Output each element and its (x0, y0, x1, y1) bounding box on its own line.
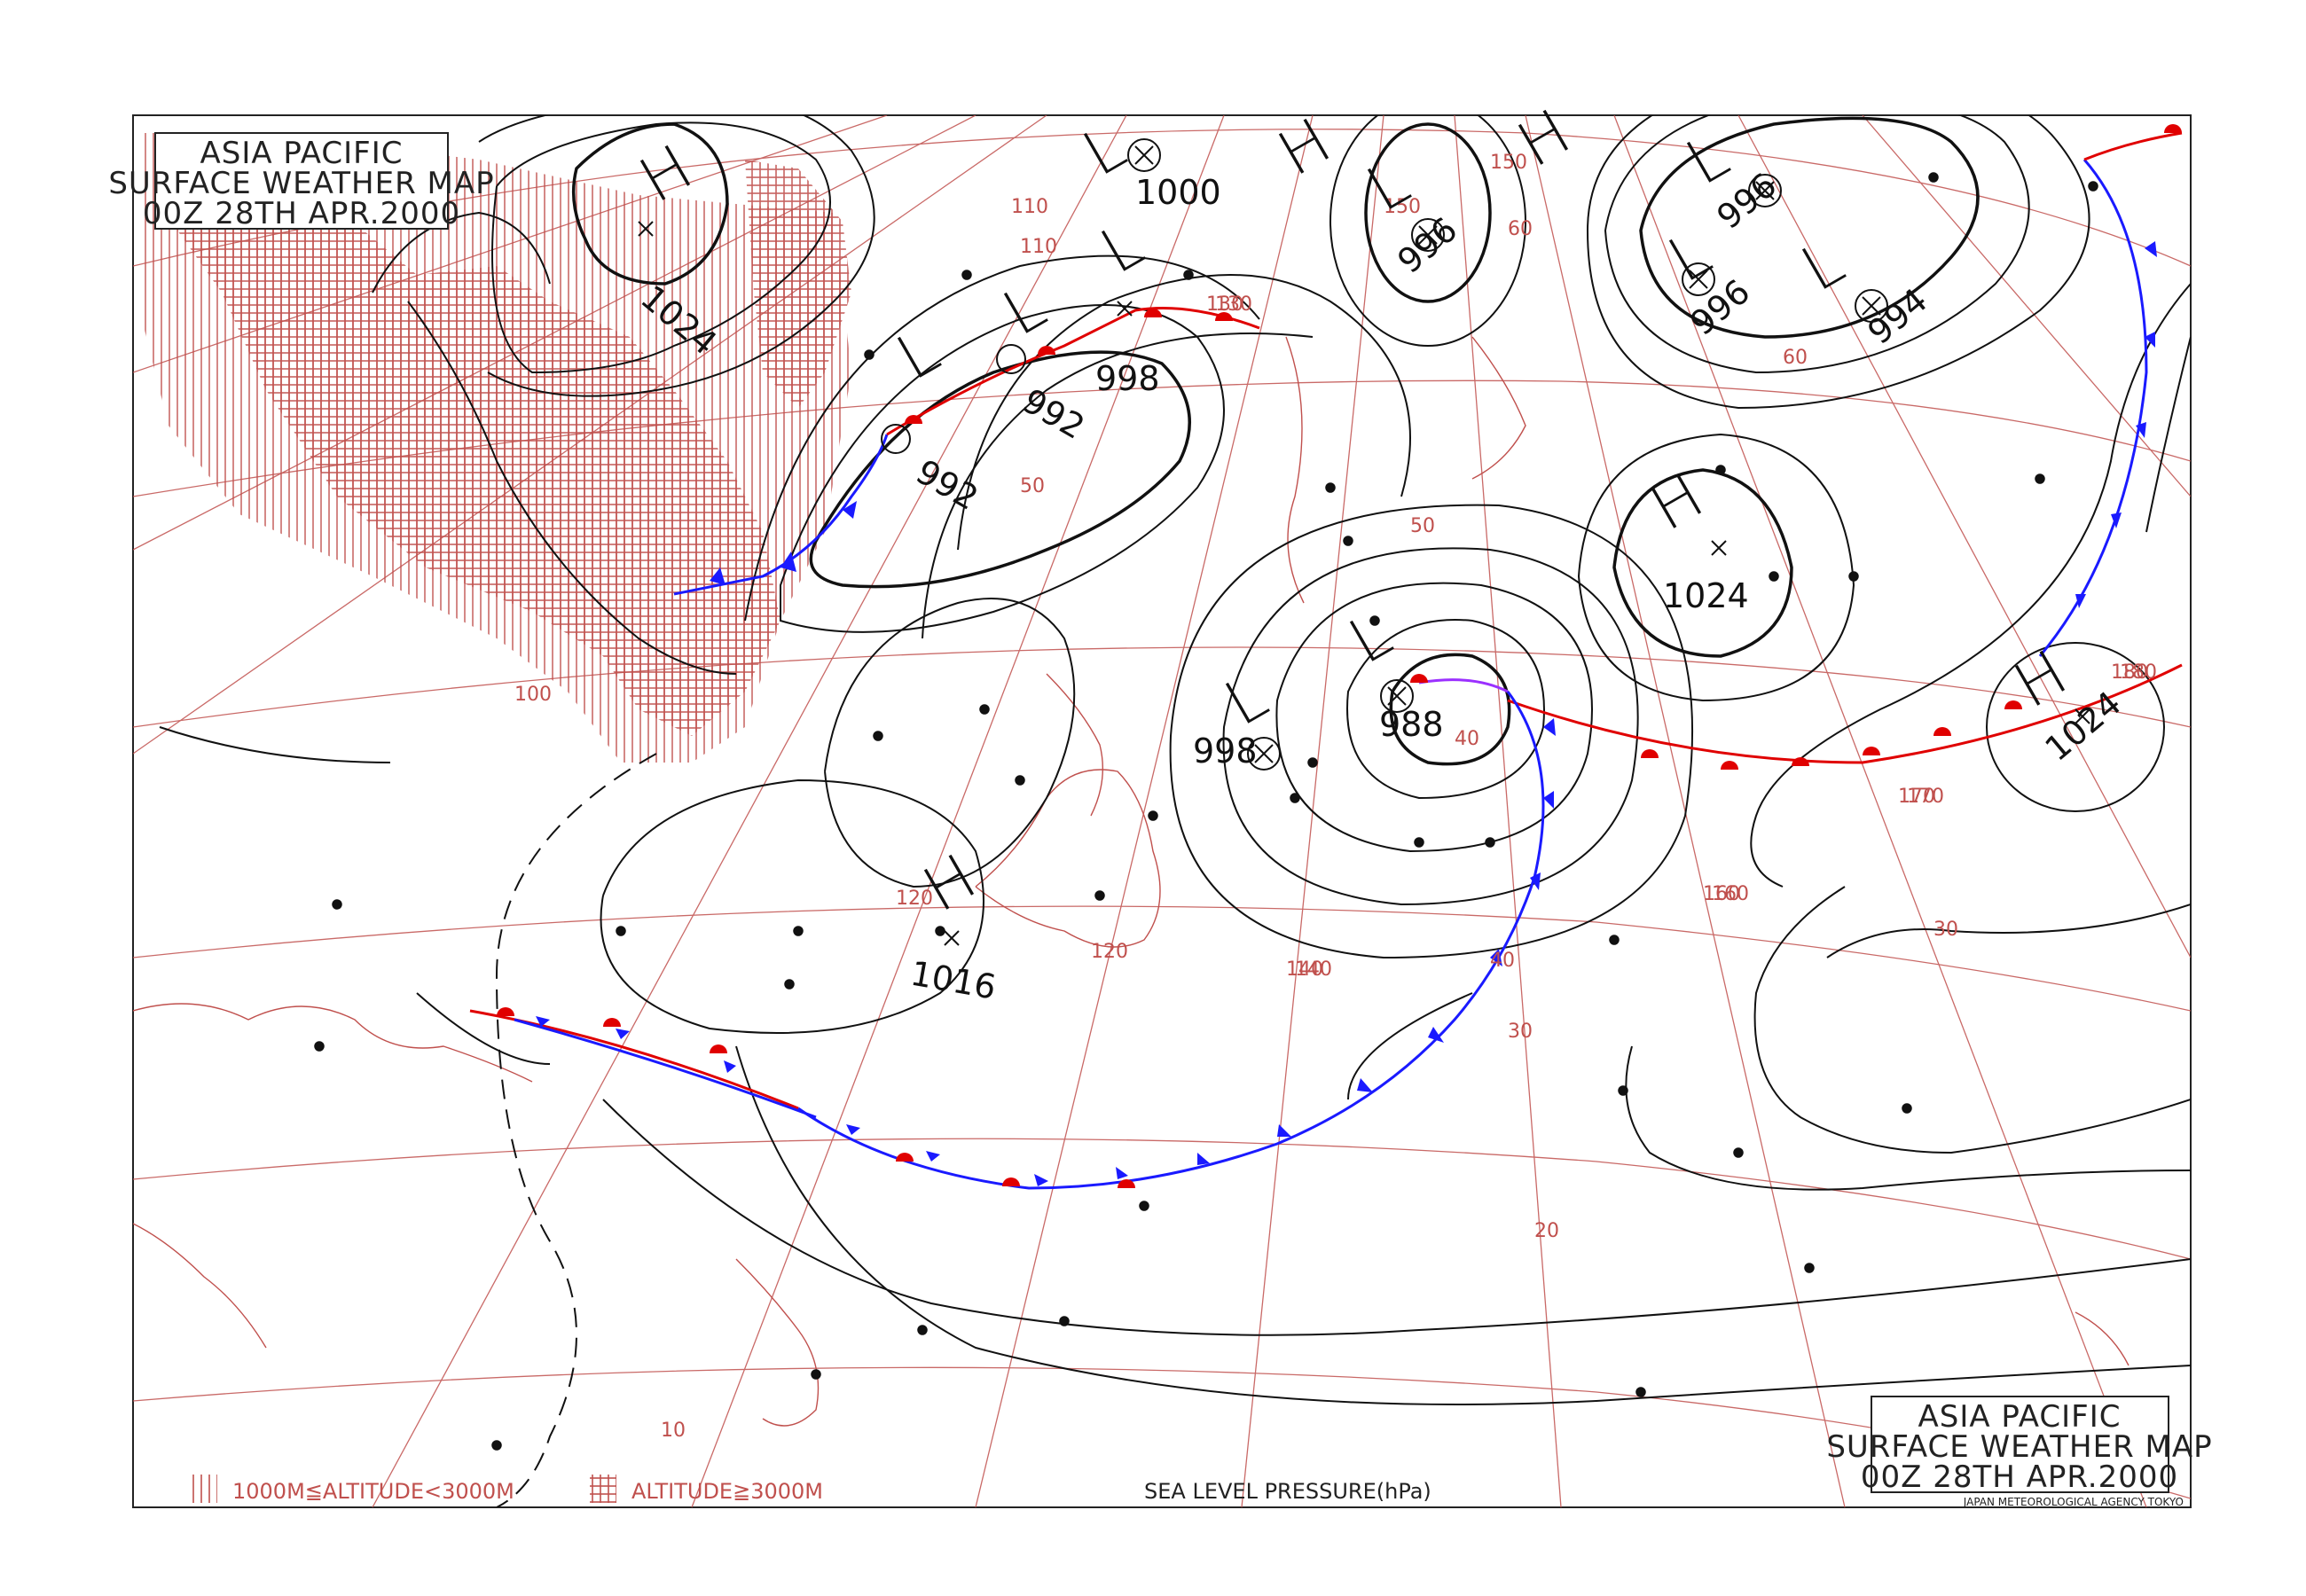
svg-text:L: L (1790, 225, 1856, 306)
legend: 1000M≦ALTITUDE<3000M ALTITUDE≧3000M SEA … (191, 1475, 1431, 1504)
svg-text:L: L (1213, 660, 1280, 740)
lon-label: 120 (1091, 941, 1128, 963)
svg-text:1024: 1024 (1663, 576, 1749, 615)
low-pressure-marker: L 1000 (1071, 110, 1221, 212)
warm-front-northeast (2083, 131, 2183, 161)
svg-text:H: H (1267, 104, 1344, 190)
title-line-2: SURFACE WEATHER MAP (1826, 1429, 2212, 1465)
lon-label: 130 (1206, 293, 1243, 316)
lon-label: 160 (1703, 883, 1740, 905)
terrain-above-3000m-area-2 (745, 160, 851, 408)
terrain-above-3000m-area (177, 160, 780, 736)
warm-front-west (469, 1009, 799, 1110)
lat-label: 50 (1410, 515, 1435, 537)
title-line-2: SURFACE WEATHER MAP (108, 166, 494, 201)
high-pressure-marker: H 1024 (1639, 458, 1749, 615)
svg-text:L: L (885, 314, 952, 395)
station-plots (314, 172, 2098, 1451)
svg-text:L: L (1071, 110, 1138, 191)
lon-label: 160 (1712, 883, 1749, 905)
cold-front-main (797, 691, 1545, 1190)
svg-text:1000: 1000 (1135, 173, 1221, 212)
lon-label: 120 (896, 888, 933, 910)
lon-label: 110 (1011, 196, 1048, 218)
low-pressure-marker: L 996 (1355, 145, 1465, 281)
agency-label: JAPAN METEOROLOGICAL AGENCY TOKYO (1963, 1496, 2184, 1508)
low-pressure-marker: L 998 (1089, 207, 1160, 398)
low-pressure-marker: L 998 (1193, 660, 1279, 771)
pressure-center-marks (638, 138, 2090, 946)
legend-altitude-low: 1000M≦ALTITUDE<3000M (232, 1479, 514, 1504)
svg-text:L: L (992, 270, 1058, 350)
lat-label: 60 (1508, 218, 1533, 240)
high-pressure-marker: H (1267, 104, 1344, 190)
lat-label: 50 (1020, 475, 1045, 497)
svg-text:994: 994 (1861, 281, 1935, 352)
title-line-1: ASIA PACIFIC (200, 136, 403, 171)
legend-swatch-high (590, 1475, 616, 1503)
cold-front-northeast (2038, 159, 2148, 657)
sea-level-pressure-label: SEA LEVEL PRESSURE(hPa) (1144, 1479, 1431, 1504)
lat-label: 40 (1490, 950, 1515, 972)
lat-label: 60 (1783, 347, 1808, 369)
low-pressure-marker: L 988 (1337, 598, 1444, 744)
title-box-bottom: ASIA PACIFIC SURFACE WEATHER MAP 00Z 28T… (1826, 1396, 2212, 1508)
front-symbols (497, 124, 2182, 1188)
lon-label: 110 (1020, 236, 1057, 258)
title-line-1: ASIA PACIFIC (1918, 1399, 2121, 1435)
occluded-front (1418, 678, 1509, 693)
lat-label: 30 (1933, 919, 1958, 941)
title-line-3: 00Z 28TH APR.2000 (1861, 1459, 2178, 1495)
title-line-3: 00Z 28TH APR.2000 (143, 196, 460, 231)
lon-label: 150 (1384, 196, 1421, 218)
low-pressure-marker: L 996 (1657, 216, 1758, 343)
dashed-line (495, 753, 657, 1507)
lon-label: 130 (1215, 293, 1252, 316)
lon-label: 170 (1907, 786, 1944, 808)
warm-front-main (1507, 663, 2183, 764)
lon-label: 100 (514, 684, 552, 706)
warm-front-north (886, 307, 1260, 436)
latlon-labels: 60 50 40 30 20 10 60 50 40 30 100 110 12… (514, 152, 2157, 1442)
lat-label: 40 (1455, 728, 1479, 750)
lon-label: 180 (2111, 661, 2148, 684)
svg-text:L: L (1337, 598, 1404, 678)
lon-label: 150 (1490, 152, 1527, 174)
isobars (159, 115, 2191, 1405)
legend-swatch-low (191, 1475, 217, 1503)
svg-text:992: 992 (910, 452, 985, 518)
map-frame (132, 114, 2192, 1508)
lat-label: 20 (1534, 1220, 1559, 1242)
svg-text:996: 996 (1391, 210, 1465, 281)
title-box-top: ASIA PACIFIC SURFACE WEATHER MAP 00Z 28T… (108, 132, 494, 231)
svg-text:H: H (1639, 458, 1716, 544)
lon-label: 180 (2120, 661, 2157, 684)
svg-text:1016: 1016 (907, 954, 999, 1007)
legend-altitude-high: ALTITUDE≧3000M (631, 1479, 823, 1504)
cold-front-west (514, 1018, 817, 1119)
svg-text:H: H (2003, 636, 2080, 722)
lon-label: 140 (1295, 958, 1332, 981)
lon-label: 170 (1898, 786, 1935, 808)
lon-label: 140 (1286, 958, 1323, 981)
lat-label: 10 (661, 1420, 686, 1442)
lat-label: 30 (1508, 1021, 1533, 1043)
low-pressure-marker: L 992 (885, 314, 985, 518)
svg-text:L: L (1089, 207, 1156, 288)
coastlines (133, 336, 2130, 1427)
svg-text:L: L (1675, 119, 1741, 200)
svg-text:998: 998 (1193, 732, 1258, 771)
high-pressure-marker: H 1024 (2003, 636, 2129, 769)
svg-text:988: 988 (1379, 705, 1444, 744)
svg-text:998: 998 (1095, 359, 1160, 398)
